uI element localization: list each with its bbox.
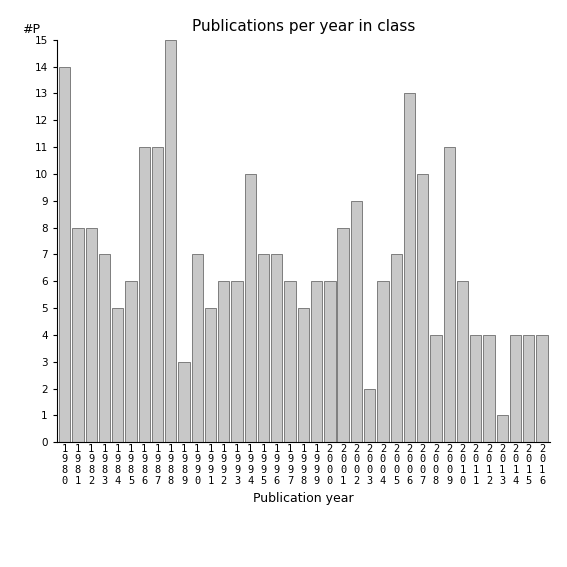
Bar [285, 281, 296, 442]
Bar [457, 281, 468, 442]
Bar [271, 255, 282, 442]
Bar [391, 255, 402, 442]
Bar [324, 281, 336, 442]
Bar [497, 416, 508, 442]
Bar [298, 308, 309, 442]
Bar [523, 335, 535, 442]
Bar [443, 147, 455, 442]
Bar [125, 281, 137, 442]
Bar [245, 174, 256, 442]
Bar [536, 335, 548, 442]
Bar [417, 174, 428, 442]
Bar [404, 94, 415, 442]
X-axis label: Publication year: Publication year [253, 492, 354, 505]
Bar [59, 66, 70, 442]
Bar [377, 281, 388, 442]
Bar [337, 227, 349, 442]
Bar [258, 255, 269, 442]
Bar [430, 335, 442, 442]
Bar [470, 335, 481, 442]
Bar [364, 388, 375, 442]
Bar [165, 40, 176, 442]
Bar [112, 308, 124, 442]
Bar [99, 255, 110, 442]
Bar [510, 335, 521, 442]
Bar [483, 335, 494, 442]
Bar [218, 281, 230, 442]
Bar [311, 281, 322, 442]
Bar [179, 362, 189, 442]
Text: #P: #P [22, 23, 40, 36]
Bar [192, 255, 203, 442]
Title: Publications per year in class: Publications per year in class [192, 19, 415, 35]
Bar [72, 227, 83, 442]
Bar [152, 147, 163, 442]
Bar [351, 201, 362, 442]
Bar [138, 147, 150, 442]
Bar [86, 227, 97, 442]
Bar [231, 281, 243, 442]
Bar [205, 308, 216, 442]
